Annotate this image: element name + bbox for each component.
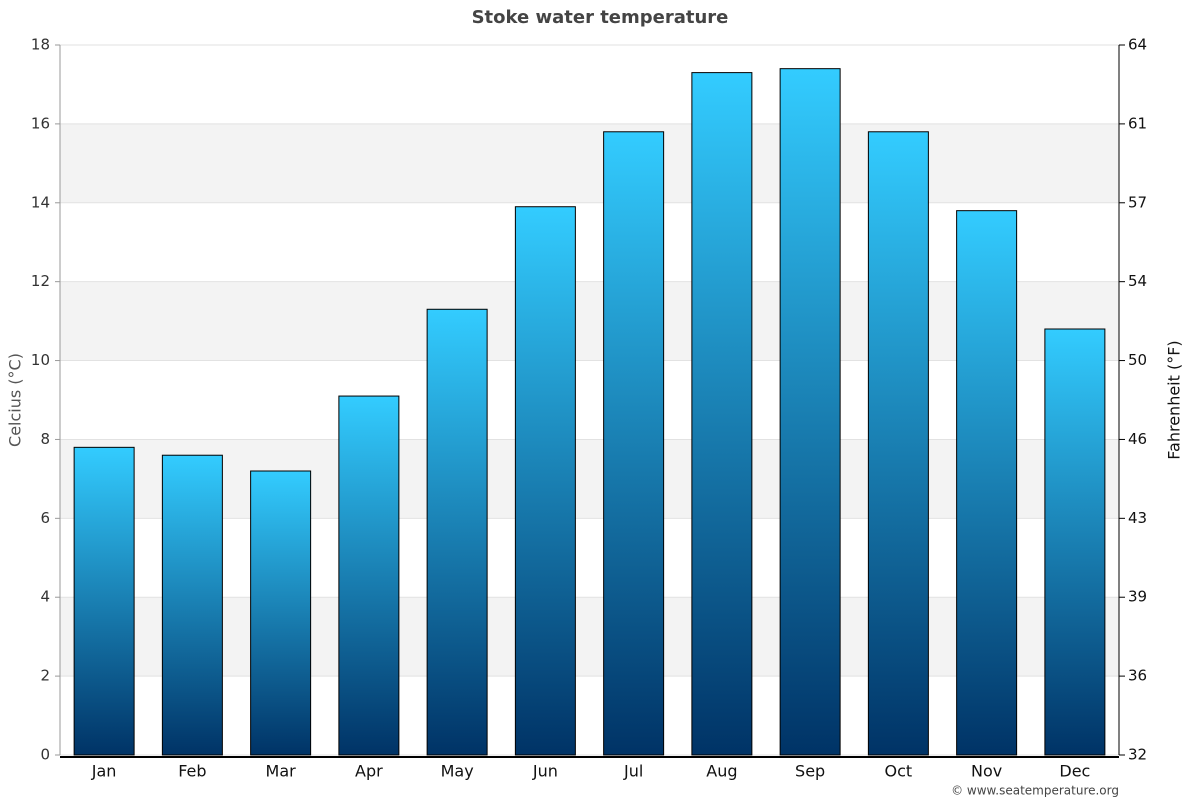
y-tick-label: 2 [40, 667, 50, 685]
x-tick-label: Feb [178, 762, 206, 781]
grid-band [60, 439, 1119, 519]
bar [426, 308, 488, 756]
x-tick-label: Nov [971, 762, 1002, 781]
y2-tick-label: 36 [1128, 667, 1147, 685]
x-tick-label: May [441, 762, 474, 781]
bar [956, 210, 1018, 756]
x-tick-label: Apr [355, 762, 383, 781]
grid-band [60, 281, 1119, 361]
bar [691, 72, 753, 756]
y-tick-label: 14 [31, 193, 50, 211]
bar [73, 446, 135, 756]
y2-tick-label: 43 [1128, 509, 1147, 527]
y2-axis-label: Fahrenheit (°F) [1165, 340, 1184, 459]
grid-band [60, 123, 1119, 203]
x-tick-label: Jan [91, 762, 117, 781]
y-axis-label: Celcius (°C) [6, 353, 25, 447]
x-tick-label: Dec [1059, 762, 1090, 781]
bar [250, 470, 312, 756]
y-tick-label: 18 [31, 36, 50, 54]
bar [161, 454, 223, 756]
y-tick-label: 8 [40, 430, 50, 448]
y2-tick-label: 32 [1128, 746, 1147, 764]
bar [1044, 328, 1106, 756]
y-tick-label: 0 [40, 746, 50, 764]
y2-tick-label: 50 [1128, 351, 1147, 369]
y-tick-label: 6 [40, 509, 50, 527]
y2-tick-label: 54 [1128, 272, 1147, 290]
y2-tick-label: 61 [1128, 114, 1147, 132]
x-tick-label: Mar [266, 762, 297, 781]
bar [867, 131, 929, 756]
x-tick-label: Jul [623, 762, 643, 781]
grid-band [60, 597, 1119, 677]
bar [514, 206, 576, 756]
y2-tick-label: 39 [1128, 588, 1147, 606]
x-tick-label: Jun [532, 762, 558, 781]
y2-tick-label: 57 [1128, 193, 1147, 211]
y-tick-label: 10 [31, 351, 50, 369]
y-tick-label: 16 [31, 114, 50, 132]
chart-title: Stoke water temperature [472, 7, 729, 28]
bar [603, 131, 665, 756]
x-tick-label: Aug [706, 762, 737, 781]
credit: © www.seatemperature.org [951, 784, 1119, 798]
bar [338, 395, 400, 756]
bar [779, 68, 841, 756]
x-tick-label: Sep [795, 762, 825, 781]
y2-tick-label: 46 [1128, 430, 1147, 448]
x-tick-label: Oct [885, 762, 913, 781]
y2-tick-label: 64 [1128, 36, 1147, 54]
y-tick-label: 12 [31, 272, 50, 290]
y-tick-label: 4 [40, 588, 50, 606]
